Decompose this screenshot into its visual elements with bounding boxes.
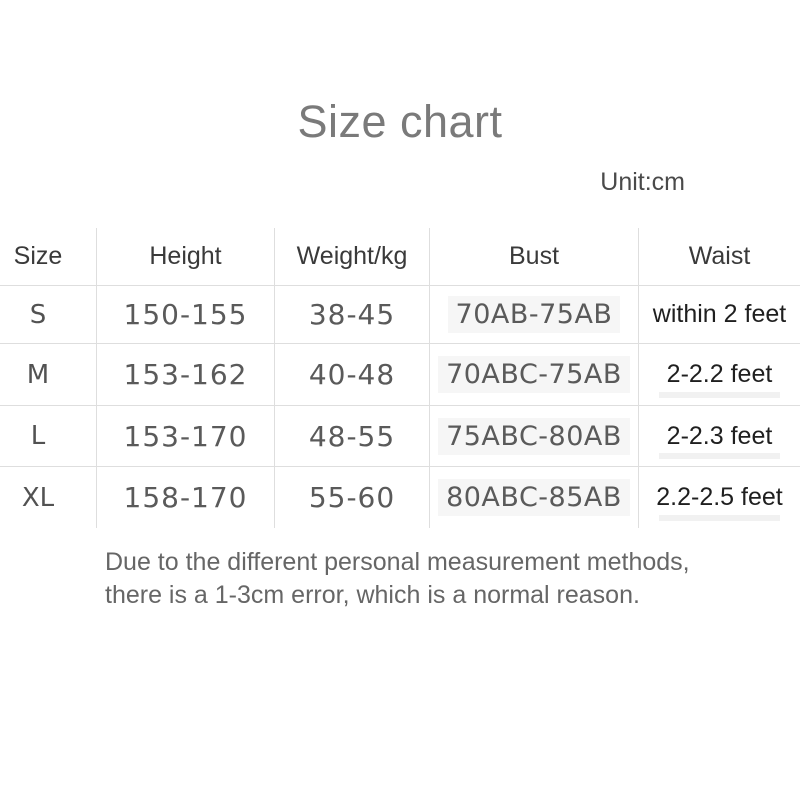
weight-cell: 55-60	[274, 466, 429, 528]
footnote: Due to the different personal measuremen…	[105, 546, 690, 612]
height-cell: 153-170	[96, 405, 274, 466]
bust-cell: 70AB-75AB	[429, 285, 638, 343]
footnote-line-2: there is a 1-3cm error, which is a norma…	[105, 581, 640, 609]
waist-cell: 2-2.2 feet	[638, 343, 800, 405]
height-cell: 153-162	[96, 343, 274, 405]
bust-value: 75ABC-80AB	[438, 417, 630, 455]
bust-cell: 75ABC-80AB	[429, 405, 638, 466]
size-cell: L	[0, 405, 96, 466]
waist-value: 2-2.2 feet	[666, 360, 773, 388]
waist-cell: within 2 feet	[638, 285, 800, 343]
size-table: Size Height Weight/kg Bust Waist S 150-1…	[0, 228, 800, 528]
size-cell: S	[0, 285, 96, 343]
header-cell-weight: Weight/kg	[274, 228, 429, 285]
size-cell: M	[0, 343, 96, 405]
header-cell-height: Height	[96, 228, 274, 285]
waist-cell: 2.2-2.5 feet	[638, 466, 800, 528]
bust-value: 70ABC-75AB	[438, 356, 630, 393]
unit-label: Unit:cm	[600, 168, 685, 196]
waist-cell: 2-2.3 feet	[638, 405, 800, 466]
weight-cell: 40-48	[274, 343, 429, 405]
bust-cell: 80ABC-85AB	[429, 466, 638, 528]
footnote-line-1: Due to the different personal measuremen…	[105, 548, 690, 576]
bust-value: 70AB-75AB	[447, 296, 621, 333]
height-cell: 150-155	[96, 285, 274, 343]
bust-value: 80ABC-85AB	[438, 479, 630, 516]
weight-cell: 48-55	[274, 405, 429, 466]
waist-value: 2-2.3 feet	[666, 421, 773, 450]
header-cell-waist: Waist	[638, 228, 800, 285]
page-title: Size chart	[297, 96, 503, 147]
size-cell: XL	[0, 466, 96, 528]
bust-cell: 70ABC-75AB	[429, 343, 638, 405]
waist-value: 2.2-2.5 feet	[656, 483, 783, 511]
height-cell: 158-170	[96, 466, 274, 528]
waist-value: within 2 feet	[652, 300, 787, 328]
header-cell-size: Size	[13, 242, 63, 270]
header-cell-bust: Bust	[429, 228, 638, 285]
weight-cell: 38-45	[274, 285, 429, 343]
